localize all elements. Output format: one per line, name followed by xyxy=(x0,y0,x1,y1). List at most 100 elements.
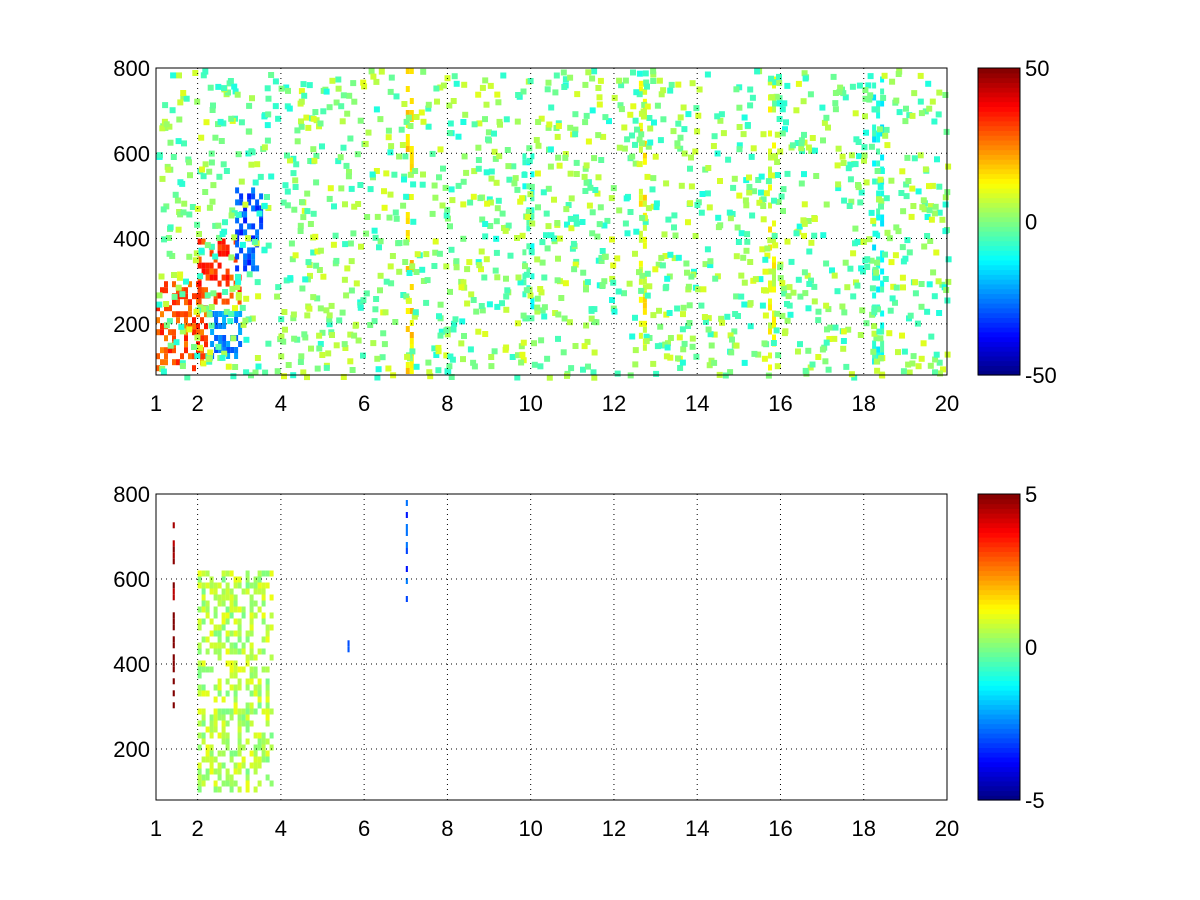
top-heatmap-cell xyxy=(912,290,919,297)
top-heatmap-cell xyxy=(840,90,847,97)
top-heatmap-cell xyxy=(380,330,387,337)
top-heatmap-cell xyxy=(402,259,409,265)
top-heatmap-cell xyxy=(823,339,830,346)
top-heatmap-cell xyxy=(768,364,772,371)
top-heatmap-cell xyxy=(863,320,870,327)
bottom-colorbar-step xyxy=(978,670,1020,677)
top-heatmap-cell xyxy=(793,230,800,237)
top-heatmap-cell xyxy=(909,112,916,119)
bottom-heatmap-cell xyxy=(249,702,254,709)
top-heatmap-cell xyxy=(436,174,442,181)
top-colorbar-step xyxy=(978,221,1020,227)
bottom-heatmap-cell xyxy=(233,672,238,679)
top-heatmap-cell xyxy=(232,305,238,312)
top-heatmap-cell xyxy=(478,303,485,309)
top-heatmap-cell xyxy=(517,198,524,205)
top-heatmap-cell xyxy=(720,130,727,137)
top-heatmap-cell xyxy=(772,100,779,107)
top-heatmap-cell xyxy=(772,316,776,323)
top-heatmap-cell xyxy=(539,307,546,314)
top-heatmap-cell xyxy=(677,114,684,121)
top-heatmap-cell xyxy=(325,350,332,357)
top-heatmap-cell xyxy=(210,102,216,109)
top-heatmap-cell xyxy=(644,270,651,277)
top-heatmap-cell xyxy=(545,79,552,86)
top-heatmap-cell xyxy=(396,153,403,160)
bottom-colorbar: -505 xyxy=(977,482,1045,813)
top-heatmap-cell xyxy=(475,144,482,151)
top-heatmap-cell xyxy=(784,238,791,245)
bottom-heatmap-cell xyxy=(261,738,266,745)
top-heatmap-cell xyxy=(174,197,181,204)
bottom-heatmap-cell xyxy=(221,750,226,757)
bottom-heatmap-cell xyxy=(229,606,234,613)
top-heatmap-cell xyxy=(801,70,808,77)
top-heatmap-cell xyxy=(183,95,190,102)
bottom-colorbar-step xyxy=(978,589,1020,596)
bottom-heatmap-cell xyxy=(237,744,242,751)
top-heatmap-cell xyxy=(630,103,637,110)
top-heatmap-cell xyxy=(403,193,410,200)
top-heatmap-cell xyxy=(548,104,555,111)
top-heatmap-cell xyxy=(429,210,436,217)
bottom-heatmap-cell xyxy=(257,732,262,739)
bottom-heatmap-cell xyxy=(245,678,250,685)
top-heatmap-cell xyxy=(652,266,659,273)
top-heatmap-cell xyxy=(470,193,477,200)
top-heatmap-cell xyxy=(693,105,700,112)
top-heatmap-cell xyxy=(368,68,375,75)
bottom-heatmap-cell xyxy=(229,756,234,763)
top-heatmap-cell xyxy=(872,124,877,131)
bottom-heatmap-cell xyxy=(265,582,270,589)
top-heatmap-cell xyxy=(348,258,355,265)
top-heatmap-cell xyxy=(811,283,818,290)
top-heatmap-cell xyxy=(554,277,561,284)
top-heatmap-cell xyxy=(522,279,527,286)
top-heatmap-cell xyxy=(363,290,370,297)
bottom-heatmap-cell xyxy=(201,582,206,589)
top-heatmap-cell xyxy=(871,323,878,330)
top-heatmap-cell xyxy=(530,297,535,304)
top-heatmap-cell xyxy=(866,96,873,103)
top-heatmap-cell xyxy=(530,273,535,280)
bottom-colorbar-step xyxy=(978,556,1020,562)
bottom-heatmap-cell xyxy=(405,566,408,572)
top-heatmap-cell xyxy=(343,292,350,299)
top-heatmap-cell xyxy=(265,340,272,347)
top-heatmap-cell xyxy=(350,80,357,87)
top-colorbar-step xyxy=(978,346,1020,352)
top-heatmap-cell xyxy=(420,118,427,125)
top-heatmap-cell xyxy=(259,217,264,224)
top-heatmap-cells xyxy=(156,68,952,381)
top-heatmap-cell xyxy=(632,347,639,354)
top-heatmap-cell xyxy=(176,317,180,324)
top-heatmap-cell xyxy=(729,336,735,343)
top-heatmap-cell xyxy=(582,81,589,88)
top-heatmap-cell xyxy=(805,347,812,354)
top-heatmap-cell xyxy=(180,90,187,96)
top-x-tick-label: 6 xyxy=(358,391,370,416)
top-heatmap-cell xyxy=(362,140,369,147)
top-heatmap-cell xyxy=(830,73,837,80)
top-heatmap-cell xyxy=(627,209,634,215)
top-heatmap-cell xyxy=(440,165,446,172)
top-heatmap-cell xyxy=(775,198,782,205)
top-heatmap-cell xyxy=(636,136,643,143)
top-heatmap-cell xyxy=(247,199,252,206)
bottom-colorbar-step xyxy=(978,580,1020,586)
bottom-heatmap-cell xyxy=(221,726,226,733)
top-heatmap-cell xyxy=(663,180,670,187)
bottom-heatmap-cell xyxy=(233,600,238,607)
top-heatmap-cell xyxy=(779,312,786,319)
top-heatmap-cell xyxy=(660,87,667,94)
top-colorbar-step xyxy=(978,125,1020,131)
bottom-heatmap-cell xyxy=(405,548,408,554)
top-heatmap-cell xyxy=(863,129,869,136)
top-heatmap-cell xyxy=(805,144,812,151)
bottom-colorbar-step xyxy=(978,709,1020,715)
top-colorbar-step xyxy=(978,207,1020,213)
top-heatmap-cell xyxy=(583,112,590,119)
top-heatmap-cell xyxy=(752,276,759,283)
top-heatmap-cell xyxy=(633,228,640,235)
bottom-heatmap-cell xyxy=(249,600,254,607)
